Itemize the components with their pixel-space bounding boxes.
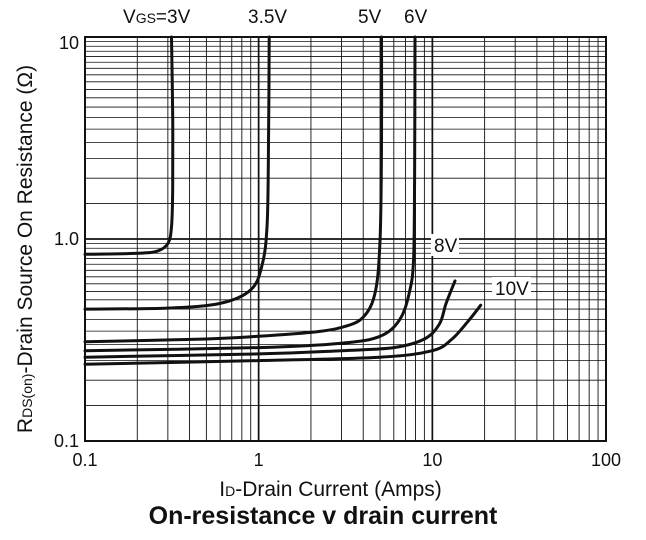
series-label-1: VGS=3V — [123, 7, 191, 28]
y-tick-label: 0.1 — [54, 431, 79, 451]
x-axis-label-sub: D — [225, 483, 235, 499]
plot-frame — [84, 36, 607, 442]
series-line-3 — [83, 35, 384, 344]
series-label-bg — [431, 234, 459, 256]
grid — [84, 36, 607, 442]
series-line-1 — [83, 35, 175, 256]
series-label-3: 5V — [358, 7, 382, 28]
x-tick-label: 1 — [254, 450, 264, 470]
series-line-4 — [83, 35, 417, 353]
series-label-6: 10V — [495, 279, 529, 300]
series-lines — [83, 35, 483, 366]
series-label-5: 8V — [434, 236, 458, 257]
y-tick-label: 1.0 — [54, 229, 79, 249]
series-label-sub: GS — [136, 10, 156, 26]
x-tick-label: 0.1 — [72, 450, 97, 470]
chart-title: On-resistance v drain current — [148, 502, 498, 530]
x-tick-label: 100 — [591, 450, 621, 470]
x-tick-label: 10 — [422, 450, 442, 470]
series-line-2 — [83, 35, 271, 311]
series-label-4: 6V — [404, 7, 428, 28]
y-axis-label: RDS(on)-Drain Source On Resistance (Ω) — [14, 65, 37, 433]
y-axis-label-sub: DS(on) — [19, 374, 35, 418]
y-axis-label-main: R — [14, 418, 37, 433]
series-label-main: V — [123, 7, 136, 28]
tick-labels: 0.1 1 10 100 0.1 1.0 10 — [54, 33, 621, 470]
series-labels: VGS=3V 3.5V 5V 6V 8V 10V — [123, 7, 531, 300]
y-axis-label-tail: -Drain Source On Resistance (Ω) — [14, 65, 37, 374]
series-label-tail: =3V — [156, 7, 191, 28]
x-axis-label-tail: -Drain Current (Amps) — [235, 478, 442, 501]
series-label-bg — [492, 277, 531, 299]
series-label-2: 3.5V — [248, 7, 287, 28]
x-axis-label-main: I — [219, 478, 225, 501]
x-axis-label: ID-Drain Current (Amps) — [219, 478, 442, 501]
y-tick-label: 10 — [59, 33, 79, 53]
series-line-5 — [83, 279, 457, 359]
series-line-6 — [83, 303, 483, 366]
